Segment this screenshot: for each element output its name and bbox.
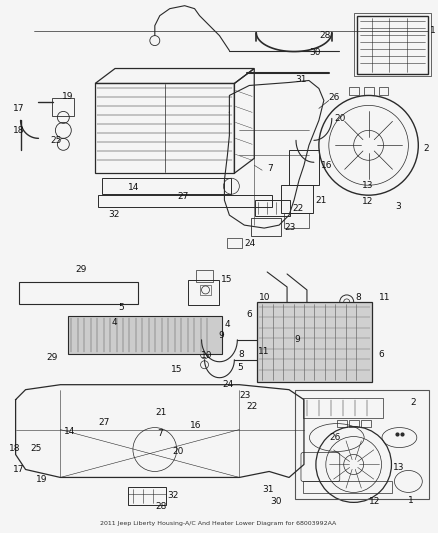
Text: 15: 15 (170, 365, 182, 374)
Bar (360, 419, 371, 426)
Text: 31: 31 (295, 75, 307, 84)
Bar (200, 285, 212, 295)
Text: 22: 22 (247, 402, 258, 411)
Text: 13: 13 (362, 181, 374, 190)
Text: 20: 20 (335, 114, 346, 123)
Text: 11: 11 (378, 294, 390, 302)
Bar (257, 302, 371, 382)
Bar (303, 398, 382, 417)
Text: 27: 27 (178, 192, 189, 201)
Text: 4: 4 (224, 320, 230, 329)
Bar (227, 238, 242, 248)
Text: 26: 26 (329, 433, 341, 442)
Text: 12: 12 (369, 497, 380, 506)
Text: 1: 1 (430, 26, 436, 35)
Text: 21: 21 (315, 196, 326, 205)
Text: 10: 10 (259, 294, 271, 302)
Text: 5: 5 (237, 363, 243, 372)
Text: 7: 7 (267, 164, 273, 173)
Text: 17: 17 (13, 104, 24, 113)
Bar (196, 270, 213, 282)
Text: 22: 22 (292, 204, 303, 213)
Text: 21: 21 (155, 408, 167, 417)
Text: 14: 14 (128, 183, 139, 192)
Text: 1: 1 (408, 496, 413, 505)
Text: 18: 18 (9, 445, 21, 454)
Bar (187, 280, 219, 305)
Bar (68, 316, 223, 354)
Text: 31: 31 (262, 485, 273, 494)
Text: 18: 18 (13, 126, 24, 135)
Text: 28: 28 (155, 502, 167, 511)
Text: 24: 24 (223, 380, 234, 389)
Bar (128, 487, 166, 505)
Text: 19: 19 (35, 475, 47, 483)
Text: 23: 23 (239, 391, 251, 400)
Text: 27: 27 (99, 418, 110, 427)
Bar (349, 419, 359, 426)
Bar (255, 200, 290, 216)
Text: 9: 9 (219, 331, 224, 340)
Text: 13: 13 (393, 463, 405, 472)
Bar (289, 150, 319, 185)
Text: 6: 6 (247, 310, 253, 319)
Bar (281, 185, 313, 213)
Text: 2: 2 (423, 144, 429, 153)
Bar (18, 282, 138, 304)
Text: 19: 19 (62, 92, 74, 101)
Bar (349, 87, 359, 95)
Text: 11: 11 (258, 347, 269, 356)
Bar (303, 481, 392, 494)
Text: 5: 5 (118, 303, 124, 312)
Text: 9: 9 (294, 335, 300, 344)
Text: 2011 Jeep Liberty Housing-A/C And Heater Lower Diagram for 68003992AA: 2011 Jeep Liberty Housing-A/C And Heater… (100, 521, 336, 526)
Bar (357, 15, 428, 74)
Bar (378, 87, 389, 95)
Text: 32: 32 (168, 491, 179, 500)
Text: 29: 29 (46, 353, 58, 362)
Bar (98, 195, 272, 207)
Bar (295, 390, 429, 499)
Text: 28: 28 (319, 31, 330, 40)
Bar (53, 99, 74, 116)
Text: 6: 6 (378, 350, 384, 359)
Text: 16: 16 (321, 161, 332, 170)
Text: 8: 8 (238, 350, 244, 359)
Text: 16: 16 (190, 422, 201, 431)
Text: 30: 30 (309, 48, 321, 57)
Text: 3: 3 (395, 203, 401, 212)
Text: 25: 25 (50, 136, 62, 145)
Text: 10: 10 (201, 351, 212, 360)
Text: 23: 23 (284, 223, 296, 232)
Bar (102, 178, 231, 194)
Text: 14: 14 (64, 427, 75, 436)
Text: 26: 26 (329, 93, 340, 102)
Text: 8: 8 (356, 294, 361, 302)
Text: 20: 20 (173, 447, 184, 456)
Text: 17: 17 (13, 465, 25, 474)
Text: 7: 7 (158, 430, 163, 439)
Bar (353, 13, 431, 77)
Text: 2: 2 (410, 398, 416, 407)
Text: 25: 25 (30, 444, 42, 453)
Text: 32: 32 (109, 210, 120, 219)
Text: 24: 24 (244, 239, 255, 247)
Bar (337, 419, 347, 426)
Bar (284, 213, 309, 228)
Bar (251, 218, 281, 236)
Bar (364, 87, 374, 95)
Text: 4: 4 (112, 318, 117, 327)
Bar (95, 84, 234, 173)
Text: 12: 12 (362, 197, 374, 206)
Text: 30: 30 (270, 497, 281, 506)
Text: 15: 15 (222, 276, 233, 285)
Text: 29: 29 (75, 265, 87, 274)
